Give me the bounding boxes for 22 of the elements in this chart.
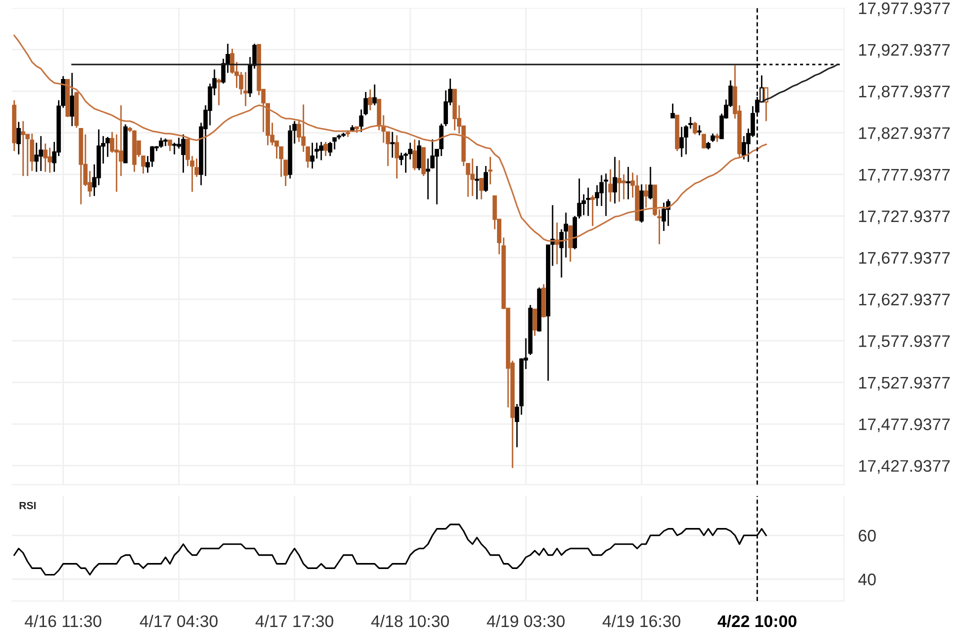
x-tick-label: 4/19 16:30 bbox=[602, 614, 680, 628]
chart-title: RSI bbox=[20, 502, 36, 510]
y-tick-label: 17,877.9377 bbox=[859, 86, 950, 100]
y-tick-label: 17,977.9377 bbox=[859, 2, 950, 16]
y-tick-label: 17,627.9377 bbox=[859, 294, 950, 308]
x-tick-label: 4/18 10:30 bbox=[371, 614, 449, 628]
y-tick-label: 17,927.9377 bbox=[859, 44, 950, 58]
y-tick-label: 17,677.9377 bbox=[859, 252, 950, 266]
y-tick-label: 40 bbox=[858, 574, 876, 586]
x-tick-label: 4/19 03:30 bbox=[486, 614, 565, 628]
x-tick-label: 4/17 17:30 bbox=[256, 614, 334, 628]
y-tick-label: 17,777.9377 bbox=[859, 168, 950, 183]
x-tick-label: 4/16 11:30 bbox=[24, 614, 102, 628]
y-tick-label: 60 bbox=[858, 530, 876, 542]
y-tick-label: 17,727.9377 bbox=[859, 210, 950, 224]
y-tick-label: 17,427.9377 bbox=[859, 460, 950, 474]
y-tick-label: 17,477.9377 bbox=[859, 418, 950, 432]
y-tick-label: 17,527.9377 bbox=[859, 376, 950, 391]
x-tick-label: 4/17 04:30 bbox=[140, 614, 218, 628]
x-tick-label: 4/22 10:00 bbox=[718, 614, 796, 628]
y-tick-label: 17,577.9377 bbox=[859, 335, 950, 349]
y-tick-label: 17,827.9377 bbox=[859, 127, 950, 141]
